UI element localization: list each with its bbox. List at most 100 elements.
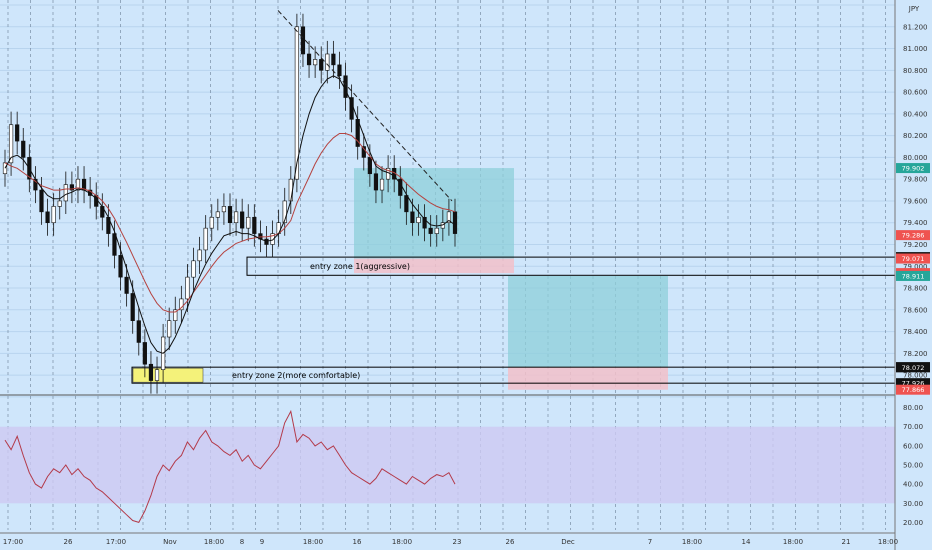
time-tick-label: Dec bbox=[561, 538, 575, 546]
time-tick-label: 18:00 bbox=[878, 538, 898, 546]
candle-body bbox=[221, 206, 227, 213]
price-tag-label: 79.902 bbox=[902, 165, 925, 173]
price-tick-label: 80.000 bbox=[903, 154, 928, 162]
time-tick-label: 26 bbox=[506, 538, 515, 546]
time-tick-label: 16 bbox=[353, 538, 362, 546]
price-tick-label: 78.200 bbox=[903, 350, 928, 358]
price-tag bbox=[896, 378, 930, 389]
candle-body bbox=[191, 260, 196, 278]
time-tick-label: 8 bbox=[240, 538, 244, 546]
time-tick-label: 17:00 bbox=[106, 538, 126, 546]
price-tick-label: 79.000 bbox=[903, 263, 928, 271]
candle-body bbox=[69, 184, 74, 191]
candle-body bbox=[313, 59, 318, 66]
candle-body bbox=[264, 238, 269, 245]
price-tick-label: 79.400 bbox=[903, 219, 928, 227]
oscillator-line bbox=[4, 409, 456, 524]
price-tag bbox=[896, 362, 930, 373]
price-tick-label: 80.600 bbox=[903, 89, 928, 97]
time-tick-label: Nov bbox=[163, 538, 177, 546]
price-tick-label: 78.000 bbox=[903, 372, 928, 380]
time-tick-label: 18:00 bbox=[682, 538, 702, 546]
price-tag-label: 79.286 bbox=[902, 232, 925, 240]
candle-body bbox=[15, 124, 20, 142]
candle-body bbox=[136, 320, 141, 343]
oscillator-tick-label: 20.00 bbox=[903, 519, 923, 527]
candle-body bbox=[379, 178, 385, 191]
candle-body bbox=[246, 216, 251, 229]
candle-body bbox=[75, 178, 81, 191]
candle-body bbox=[215, 211, 220, 218]
time-tick-label: 18:00 bbox=[303, 538, 323, 546]
price-tick-label: 80.400 bbox=[903, 110, 928, 118]
candle-body bbox=[21, 140, 26, 158]
candle-body bbox=[252, 216, 257, 234]
oscillator-tick-label: 50.00 bbox=[903, 462, 923, 470]
position-stop-zone[interactable] bbox=[354, 258, 514, 274]
candle-body bbox=[51, 206, 56, 224]
candle-body bbox=[270, 233, 275, 245]
candle-body bbox=[209, 216, 214, 229]
candles bbox=[2, 13, 458, 394]
oscillator-tick-label: 70.00 bbox=[903, 423, 923, 431]
candle-body bbox=[197, 249, 202, 262]
price-tag-label: 78.911 bbox=[902, 272, 925, 280]
price-tag-label: 78.072 bbox=[902, 364, 925, 372]
oscillator-tick-label: 80.00 bbox=[903, 404, 923, 412]
candle-body bbox=[8, 124, 14, 164]
time-tick-label: 18:00 bbox=[204, 538, 224, 546]
candle-body bbox=[422, 216, 427, 229]
trend-line[interactable] bbox=[277, 10, 453, 202]
candle-body bbox=[118, 255, 123, 278]
price-tick-label: 80.800 bbox=[903, 67, 928, 75]
candle-body bbox=[446, 211, 452, 224]
candle-body bbox=[154, 369, 160, 381]
candle-body bbox=[282, 200, 287, 224]
price-tick-label: 81.200 bbox=[903, 23, 928, 31]
oscillator-tick-label: 60.00 bbox=[903, 442, 923, 450]
entry-zone-label: entry zone 1(aggressive) bbox=[310, 262, 410, 271]
candle-body bbox=[337, 64, 342, 77]
time-tick-label: 18:00 bbox=[392, 538, 412, 546]
candle-body bbox=[410, 211, 415, 224]
price-tag-label: 77.866 bbox=[902, 386, 925, 394]
candle-body bbox=[130, 293, 135, 321]
time-axis[interactable]: 17:00 26 17:00 Nov 18:00 8 9 18:00 16 18:00 23 26 De… bbox=[0, 532, 898, 546]
candle-body bbox=[343, 75, 348, 98]
time-tick-label: 23 bbox=[453, 538, 462, 546]
candle-body bbox=[428, 227, 433, 234]
time-tick-label: 26 bbox=[64, 538, 73, 546]
candle-body bbox=[57, 200, 62, 207]
candle-body bbox=[404, 195, 409, 213]
candle-body bbox=[185, 276, 190, 300]
price-tick-label: 79.800 bbox=[903, 176, 928, 184]
candle-body bbox=[124, 276, 129, 294]
time-tick-label: 7 bbox=[648, 538, 652, 546]
candle-body bbox=[112, 233, 117, 256]
candle-body bbox=[361, 146, 366, 158]
oscillator-tick-label: 30.00 bbox=[903, 500, 923, 508]
candle-body bbox=[294, 26, 299, 180]
candle-body bbox=[319, 59, 324, 71]
price-tag-label: 77.926 bbox=[902, 380, 925, 388]
candle-body bbox=[142, 342, 147, 365]
price-tick-label: 79.200 bbox=[903, 241, 928, 249]
candle-body bbox=[367, 157, 372, 175]
time-tick-label: 14 bbox=[742, 538, 751, 546]
position-target-zone[interactable] bbox=[508, 275, 668, 368]
price-tags: 79.90279.28679.08479.07178.91778.93778.9… bbox=[896, 163, 930, 395]
entry-zone-label: entry zone 2(more comfortable) bbox=[232, 371, 360, 380]
oscillator-pane bbox=[0, 409, 895, 524]
price-tag bbox=[896, 384, 930, 395]
position-stop-zone[interactable] bbox=[508, 367, 668, 390]
moving-averages bbox=[4, 10, 456, 354]
candle-body bbox=[39, 189, 44, 213]
price-tick-label: 79.600 bbox=[903, 197, 928, 205]
oscillator-tick-label: 40.00 bbox=[903, 481, 923, 489]
time-tick-label: 17:00 bbox=[3, 538, 23, 546]
price-tag bbox=[896, 230, 930, 241]
fast-moving-average bbox=[4, 75, 456, 354]
candle-body bbox=[416, 216, 421, 224]
candle-body bbox=[167, 320, 172, 338]
